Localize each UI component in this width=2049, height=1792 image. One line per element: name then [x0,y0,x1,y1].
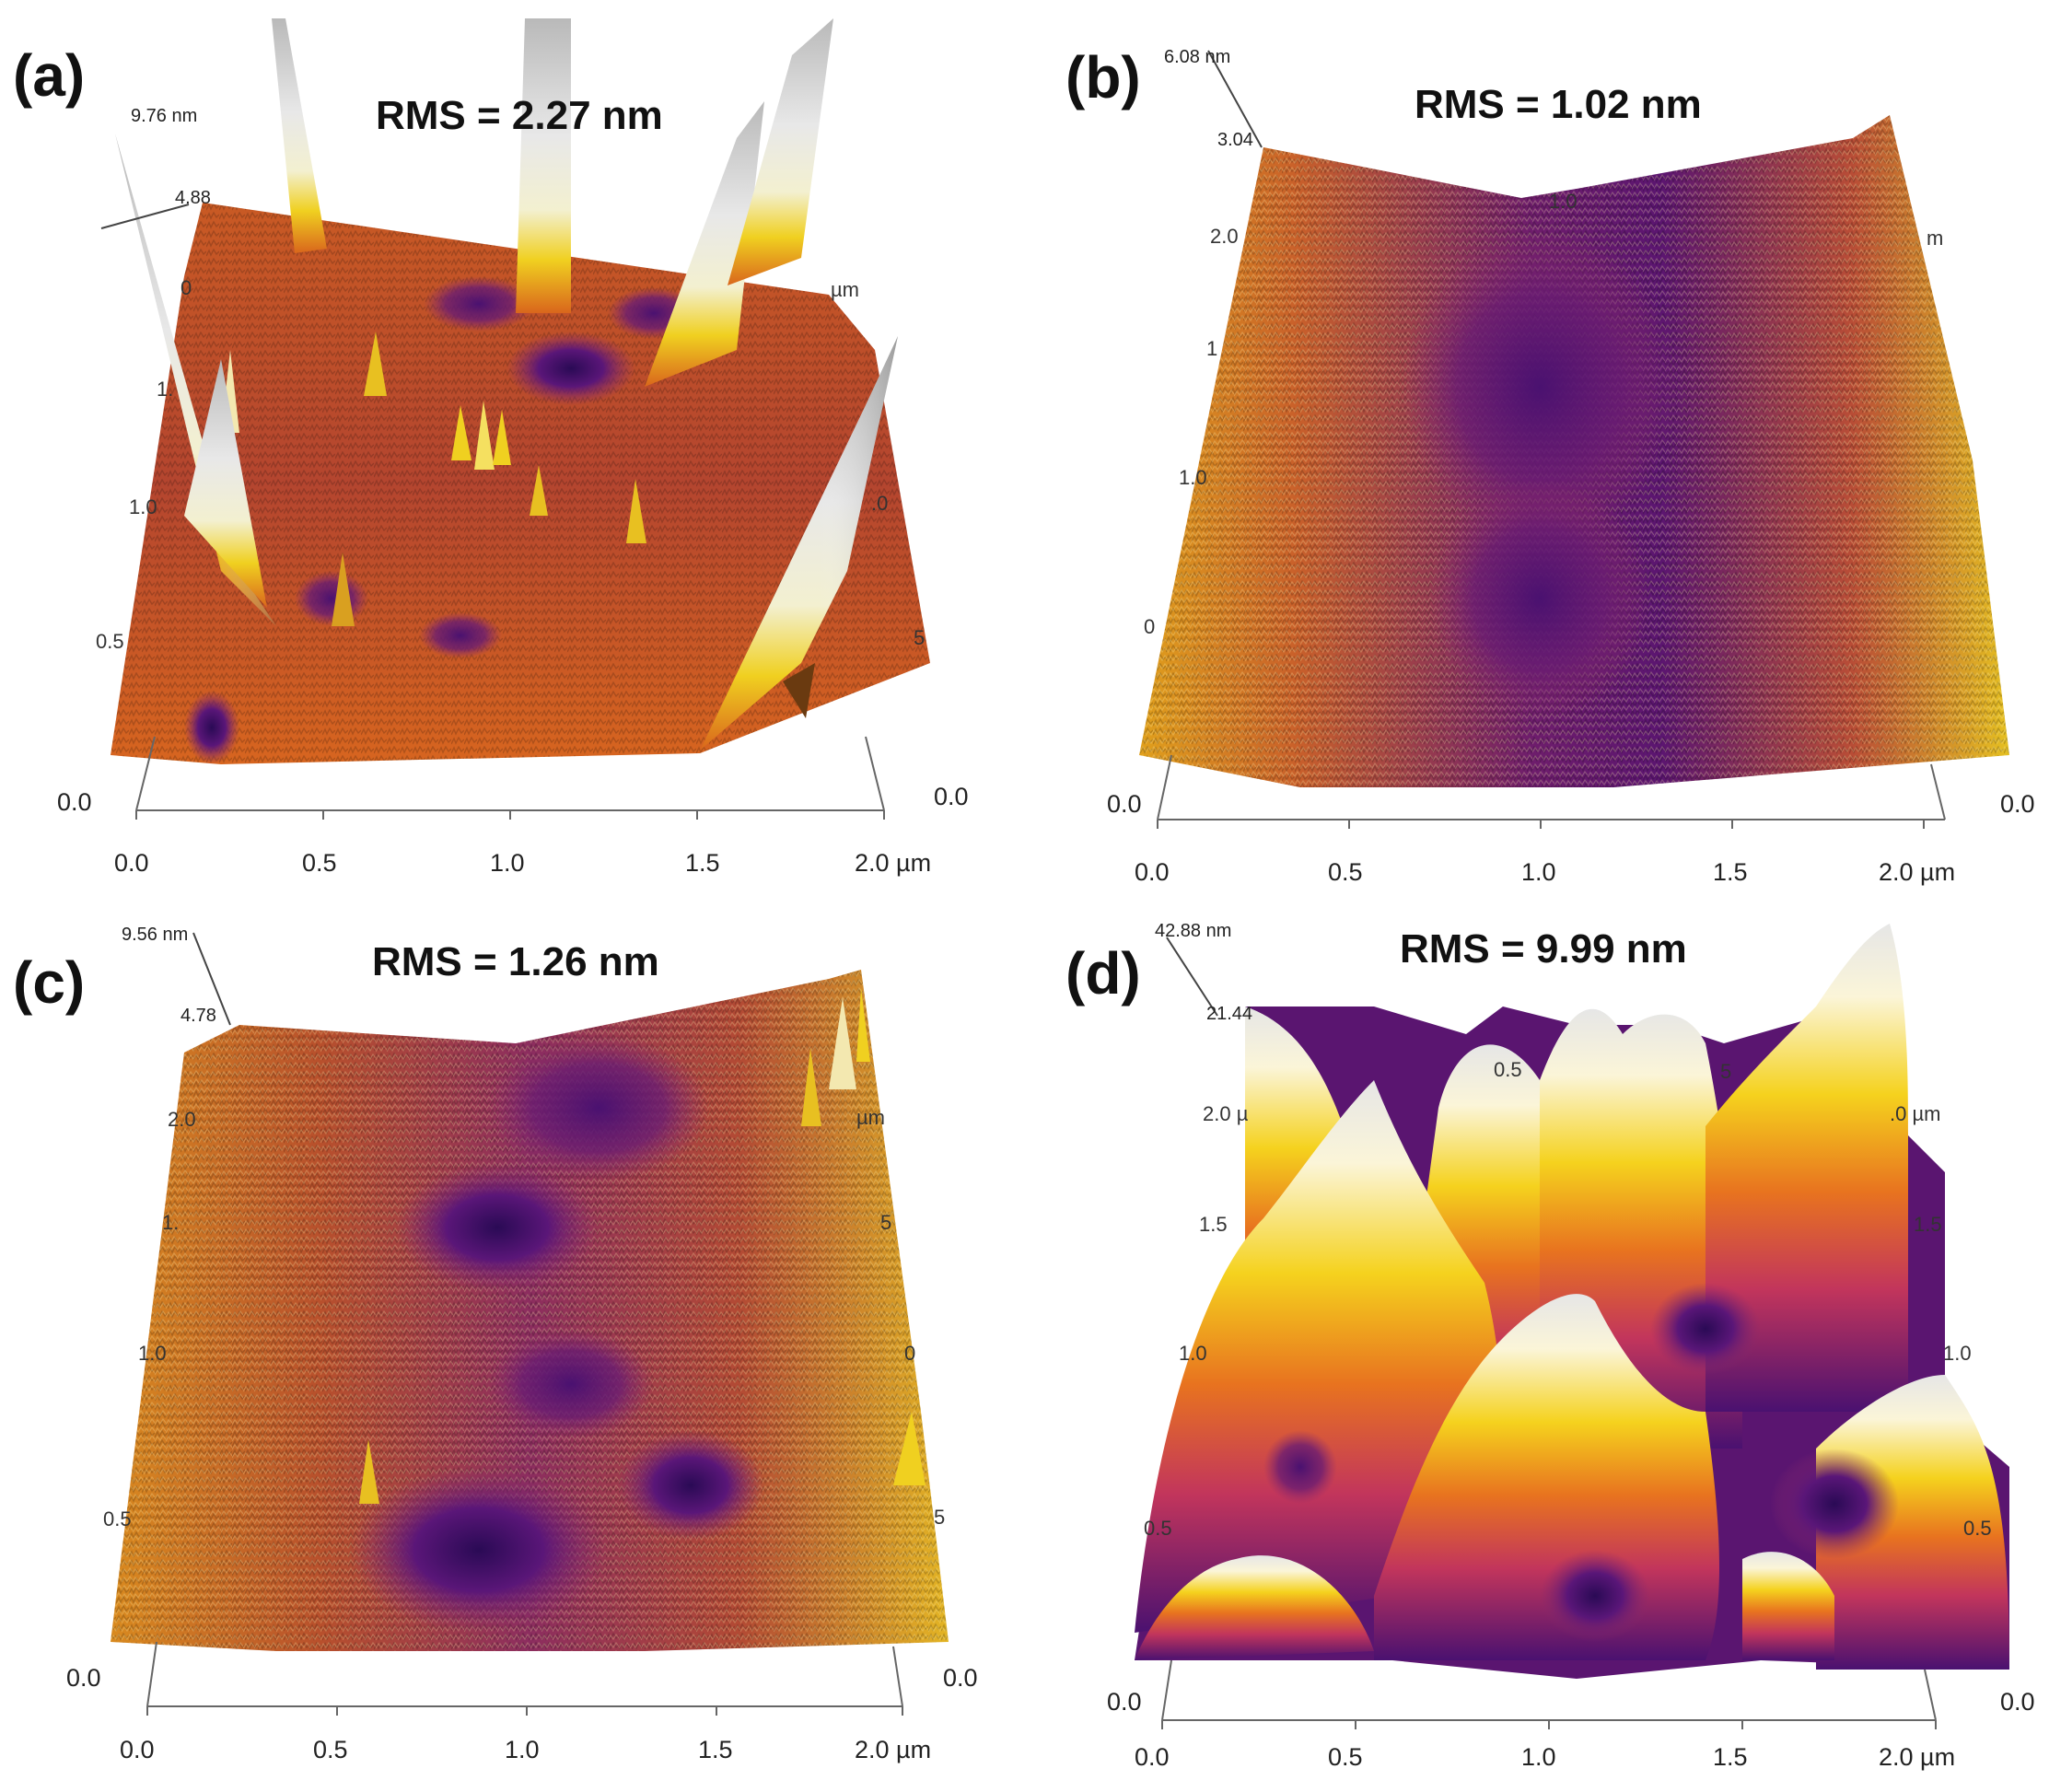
x-tick: 2.0 µm [1879,1743,1956,1771]
z-mid-label: 3.04 [1217,130,1253,150]
hill [1706,924,1908,1412]
side-tick: µm [831,278,860,301]
rms-value: RMS = 9.99 nm [1400,926,1687,972]
panel-label: (d) [1065,940,1141,1007]
y-zero-right: 0.0 [934,783,969,810]
x-tick: 2.0 µm [855,1736,932,1763]
side-tick: 1 [1206,337,1218,360]
y-zero-right: 0.0 [2000,1688,2035,1716]
x-tick: 1.5 [698,1736,733,1763]
side-tick: 0 [1144,615,1156,638]
x-tick: 0.0 [1135,858,1170,886]
rms-value: RMS = 2.27 nm [376,93,663,138]
z-max-label: 6.08 nm [1164,47,1231,67]
spike [516,18,571,313]
panel-c: (c) RMS = 1.26 nm 9.56 nm 4.78 0.5 1.0 1… [0,896,1024,1792]
side-tick: 5 [880,1211,892,1234]
x-tick: 1.5 [685,849,720,877]
side-tick: 1.0 [1179,1342,1207,1365]
x-tick: 1.0 [1521,858,1556,886]
x-tick: 1.0 [505,1736,540,1763]
y-zero-left: 0.0 [1107,790,1142,818]
z-max-label: 9.56 nm [122,925,189,945]
rms-value: RMS = 1.02 nm [1415,82,1702,127]
side-tick: 2.0 µ [1203,1102,1249,1125]
side-tick: 2.0 [1210,225,1239,248]
y-zero-right: 0.0 [2000,790,2035,818]
side-tick: 5 [914,626,926,649]
spike [184,359,267,608]
rms-value: RMS = 1.26 nm [372,939,659,984]
afm-surface-a [100,18,930,820]
x-tick: 0.0 [120,1736,155,1763]
afm-surface-d [1135,924,2009,1729]
hill [1135,1555,1374,1660]
x-tick: 2.0 µm [1879,858,1956,886]
x-tick: 2.0 µm [855,849,932,877]
x-tick: 0.5 [302,849,337,877]
z-max-label: 9.76 nm [131,106,198,126]
side-tick: 0 [180,276,192,299]
spike [728,18,833,285]
y-zero-left: 0.0 [57,788,92,816]
panel-a: (a) RMS = 2.27 nm 9.76 nm 4.88 0.5 1.0 1… [0,0,1024,896]
side-tick: 0.5 [1494,1058,1522,1081]
panel-label: (c) [13,949,86,1016]
side-tick: 1. [157,378,174,401]
z-max-label: 42.88 nm [1155,921,1232,941]
afm-surface-c [111,932,949,1716]
spike [272,18,327,253]
panel-label: (a) [13,42,86,109]
spike [645,101,764,387]
panel-b: (b) RMS = 1.02 nm 6.08 nm 3.04 0 1.0 1 2… [1024,0,2048,896]
side-tick: 0.5 [103,1507,132,1530]
panel-label: (b) [1065,44,1141,111]
z-mid-label: 4.78 [180,1006,216,1026]
y-zero-left: 0.0 [66,1664,101,1692]
x-tick: 0.5 [313,1736,348,1763]
z-mid-label: 4.88 [175,188,211,208]
z-mid-label: 21.44 [1206,1004,1253,1024]
side-tick: 1.0 [1549,190,1577,213]
side-tick: .0 [871,492,889,515]
x-tick: 1.0 [1521,1743,1556,1771]
side-tick: 1.0 [138,1342,167,1365]
side-tick: 1.5 [1199,1213,1228,1236]
side-tick: m [1927,227,1944,250]
afm-surface-b [1139,50,2009,829]
x-tick: 1.0 [490,849,525,877]
side-tick: 1. [162,1211,180,1234]
side-tick: 5 [1720,1060,1732,1083]
x-tick: 1.5 [1713,1743,1748,1771]
side-tick: 0.5 [96,630,124,653]
x-tick: 0.0 [1135,1743,1170,1771]
panel-d: (d) RMS = 9.99 nm 42.88 nm 21.44 0.5 1.0… [1024,896,2048,1792]
side-tick: 0.5 [1144,1517,1172,1540]
side-tick: 5 [934,1506,946,1529]
side-tick: µm [856,1106,886,1129]
side-tick: 1.0 [129,495,157,518]
side-tick: 0.5 [1963,1517,1992,1540]
x-tick: 0.5 [1328,1743,1363,1771]
x-tick: 0.0 [114,849,149,877]
hill [1816,1375,2009,1670]
side-tick: .0 µm [1890,1102,1941,1125]
side-tick: 2.0 [168,1108,196,1131]
x-tick: 0.5 [1328,858,1363,886]
side-tick: 1.0 [1943,1342,1972,1365]
side-tick: 0 [904,1342,916,1365]
y-zero-left: 0.0 [1107,1688,1142,1716]
y-zero-right: 0.0 [943,1664,978,1692]
x-tick: 1.5 [1713,858,1748,886]
side-tick: 1.5 [1914,1213,1942,1236]
side-tick: 1.0 [1179,466,1207,489]
